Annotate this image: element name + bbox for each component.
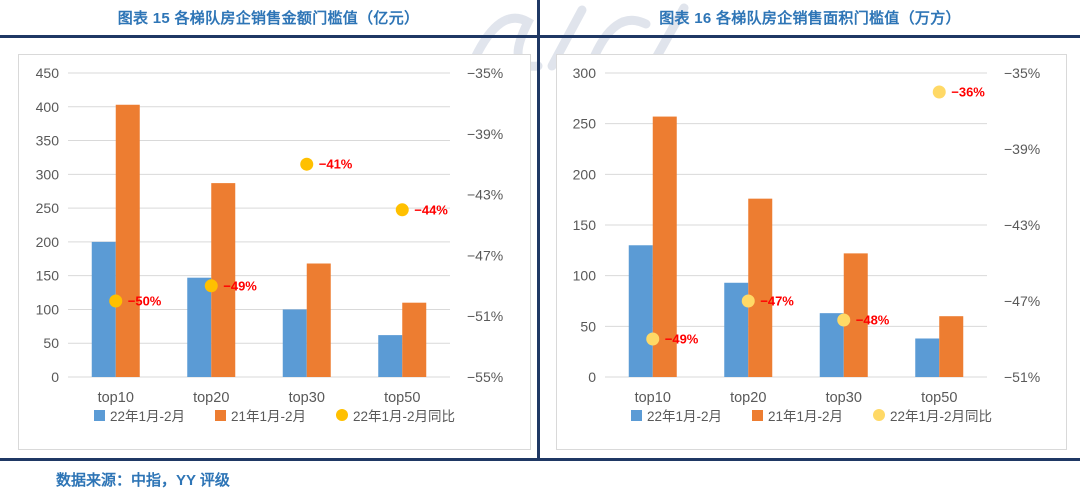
yoy-data-label: −48%	[855, 313, 889, 328]
right-axis-tick: −51%	[467, 308, 503, 324]
legend-label: 21年1月-2月	[230, 409, 307, 424]
left-axis-tick: 200	[35, 234, 59, 250]
yoy-data-label: −49%	[664, 332, 698, 347]
left-axis-tick: 100	[572, 268, 596, 284]
chart-16-plot: 0 50 100 150 200 250 300 −35% −39% −43% −47% −51% to…	[572, 65, 1040, 406]
legend-square-marker	[93, 409, 105, 421]
left-axis-tick: 350	[35, 133, 59, 149]
yoy-dot-marker	[645, 332, 659, 346]
legend-label: 22年1月-2月	[646, 409, 722, 424]
legend-item: 21年1月-2月	[751, 405, 844, 425]
left-axis-tick: 150	[572, 217, 596, 233]
yoy-data-label: −49%	[223, 278, 257, 293]
legend-item: 22年1月-2月同比	[336, 405, 455, 425]
bar-current-period	[282, 309, 307, 377]
left-axis-tick: 200	[572, 166, 596, 182]
legend-label: 21年1月-2月	[767, 409, 844, 424]
right-axis-tick: −35%	[1004, 65, 1040, 81]
bar-current-period	[628, 245, 653, 377]
legend-item: 22年1月-2月	[93, 405, 185, 425]
legend-item: 21年1月-2月	[214, 405, 307, 425]
bar-prior-period	[210, 183, 235, 377]
yoy-dot-marker	[299, 157, 313, 171]
right-axis-tick: −43%	[467, 187, 503, 203]
legend-square-marker	[214, 409, 226, 421]
right-axis-tick: −51%	[1004, 369, 1040, 385]
chart-16-section: 图表 16 各梯队房企销售面积门槛值（万方） 0 50 100 150 200 250 30…	[540, 0, 1080, 458]
chart-15-plot: 0 50 100 150 200 250 300 350 400 450 −35% −39% −43% −…	[35, 65, 503, 406]
left-axis-tick: 400	[35, 99, 59, 115]
legend-item: 22年1月-2月	[630, 405, 722, 425]
right-axis-tick: −47%	[1004, 293, 1040, 309]
x-axis-category-label: top30	[288, 390, 324, 406]
x-axis-category-label: top20	[193, 390, 229, 406]
yoy-data-label: −50%	[127, 294, 161, 309]
left-axis-tick: 100	[35, 301, 59, 317]
left-axis-tick: 150	[35, 268, 59, 284]
yoy-dot-marker	[204, 279, 218, 293]
yoy-dot-marker	[741, 294, 755, 308]
chart-15-legend: 22年1月-2月 21年1月-2月 22年1月-2月同比	[19, 405, 530, 425]
chart-16-panel: 0 50 100 150 200 250 300 −35% −39% −43% −47% −51% to…	[556, 54, 1067, 450]
legend-circle-marker	[336, 409, 349, 421]
bar-current-period	[377, 335, 402, 377]
left-axis-tick: 300	[572, 65, 596, 81]
bar-current-period	[91, 241, 116, 377]
right-axis-tick: −43%	[1004, 217, 1040, 233]
legend-square-marker	[630, 409, 642, 421]
bar-prior-period	[747, 198, 772, 377]
x-axis-category-label: top50	[921, 390, 957, 406]
left-axis-tick: 250	[35, 200, 59, 216]
left-axis-tick: 50	[43, 335, 59, 351]
vertical-divider	[537, 0, 540, 458]
left-axis-tick: 50	[580, 318, 596, 334]
left-axis-tick: 0	[588, 369, 596, 385]
chart-16-legend: 22年1月-2月 21年1月-2月 22年1月-2月同比	[557, 405, 1066, 425]
right-axis-tick: −39%	[1004, 141, 1040, 157]
x-axis-category-label: top20	[730, 390, 766, 406]
left-axis-tick: 250	[572, 116, 596, 132]
bar-prior-period	[938, 316, 963, 377]
left-axis-tick: 300	[35, 166, 59, 182]
chart-15-title: 图表 15 各梯队房企销售金额门槛值（亿元）	[0, 0, 537, 38]
x-axis-category-label: top10	[634, 390, 670, 406]
legend-square-marker	[751, 409, 763, 421]
yoy-data-label: −41%	[318, 157, 352, 172]
bar-prior-period	[652, 116, 677, 377]
legend-label: 22年1月-2月同比	[890, 409, 993, 424]
yoy-dot-marker	[108, 294, 122, 308]
yoy-data-label: −44%	[414, 202, 448, 217]
yoy-dot-marker	[395, 203, 409, 217]
right-axis-tick: −39%	[467, 126, 503, 142]
chart-16-title: 图表 16 各梯队房企销售面积门槛值（万方）	[540, 0, 1080, 38]
chart-15-section: 图表 15 各梯队房企销售金额门槛值（亿元） 0 50 100 150 200 250 30…	[0, 0, 537, 458]
right-axis-tick: −35%	[467, 65, 503, 81]
charts-row: 图表 15 各梯队房企销售金额门槛值（亿元） 0 50 100 150 200 250 30…	[0, 0, 1080, 458]
legend-circle-marker	[873, 409, 886, 421]
x-axis-category-label: top10	[97, 390, 133, 406]
x-axis-category-label: top50	[384, 390, 420, 406]
yoy-data-label: −47%	[760, 294, 794, 309]
left-axis-tick: 450	[35, 65, 59, 81]
yoy-data-label: −36%	[951, 85, 985, 100]
bar-prior-period	[306, 263, 331, 377]
right-axis-tick: −47%	[467, 247, 503, 263]
bar-current-period	[186, 277, 211, 377]
legend-label: 22年1月-2月同比	[353, 409, 456, 424]
footer-rule	[0, 458, 1080, 461]
bar-prior-period	[401, 302, 426, 377]
chart-15-panel: 0 50 100 150 200 250 300 350 400 450 −35% −39% −43% −…	[18, 54, 531, 450]
legend-item: 22年1月-2月同比	[873, 405, 992, 425]
left-axis-tick: 0	[51, 369, 59, 385]
right-axis-tick: −55%	[467, 369, 503, 385]
yoy-dot-marker	[836, 313, 850, 327]
bar-prior-period	[115, 104, 140, 378]
yoy-dot-marker	[932, 85, 946, 99]
legend-label: 22年1月-2月	[109, 409, 185, 424]
bar-current-period	[914, 338, 939, 377]
x-axis-category-label: top30	[825, 390, 861, 406]
data-source-note: 数据来源：中指，YY 评级	[0, 461, 1080, 490]
